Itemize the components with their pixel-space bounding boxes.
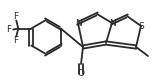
- Text: F: F: [13, 12, 18, 21]
- Text: O: O: [78, 70, 84, 78]
- Text: F: F: [13, 36, 18, 45]
- Text: N: N: [109, 18, 115, 28]
- Text: F: F: [6, 25, 11, 34]
- Text: S: S: [138, 22, 144, 30]
- Text: N: N: [75, 18, 81, 28]
